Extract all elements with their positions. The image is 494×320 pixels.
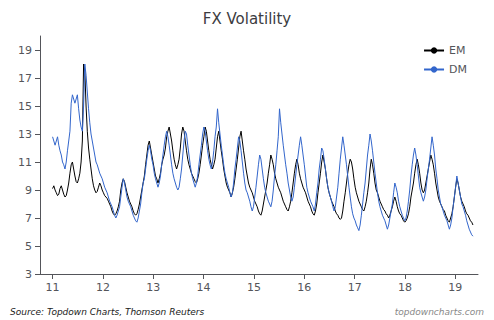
svg-text:15: 15: [247, 281, 261, 294]
svg-text:19: 19: [18, 44, 32, 57]
svg-text:12: 12: [96, 281, 110, 294]
svg-text:3: 3: [25, 268, 32, 281]
svg-text:11: 11: [18, 156, 32, 169]
svg-text:Source: Topdown Charts, Thomso: Source: Topdown Charts, Thomson Reuters: [10, 307, 204, 317]
svg-text:17: 17: [18, 72, 32, 85]
svg-text:11: 11: [46, 281, 60, 294]
svg-text:15: 15: [18, 100, 32, 113]
svg-text:19: 19: [448, 281, 462, 294]
svg-text:topdowncharts.com: topdowncharts.com: [395, 307, 484, 317]
svg-text:DM: DM: [449, 63, 467, 76]
svg-text:13: 13: [146, 281, 160, 294]
svg-text:14: 14: [197, 281, 211, 294]
svg-text:18: 18: [398, 281, 412, 294]
svg-text:7: 7: [25, 212, 32, 225]
svg-text:13: 13: [18, 128, 32, 141]
svg-text:16: 16: [297, 281, 311, 294]
svg-text:FX Volatility: FX Volatility: [203, 10, 292, 28]
svg-text:EM: EM: [449, 44, 465, 57]
svg-text:9: 9: [25, 184, 32, 197]
svg-text:5: 5: [25, 240, 32, 253]
svg-text:17: 17: [348, 281, 362, 294]
